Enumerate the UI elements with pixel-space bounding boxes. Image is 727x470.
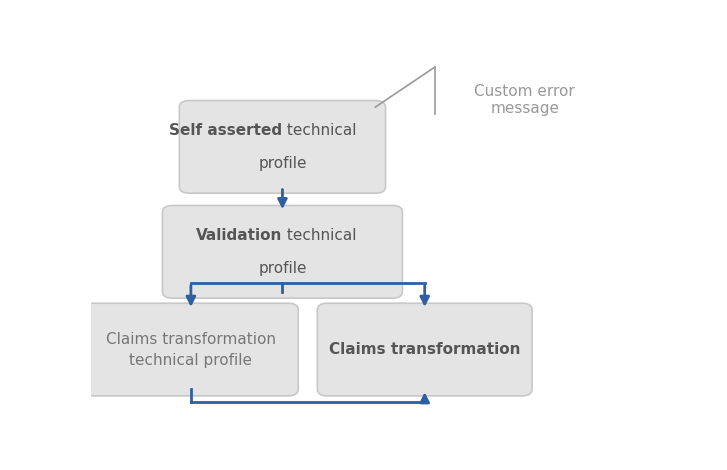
FancyBboxPatch shape (318, 303, 532, 396)
FancyBboxPatch shape (84, 303, 298, 396)
Text: Self asserted: Self asserted (169, 123, 282, 138)
Text: Custom error
message: Custom error message (474, 84, 575, 116)
Text: Claims transformation: Claims transformation (329, 342, 521, 357)
Text: profile: profile (258, 260, 307, 275)
FancyBboxPatch shape (162, 205, 403, 298)
Text: Claims transformation
technical profile: Claims transformation technical profile (106, 331, 276, 368)
FancyBboxPatch shape (180, 101, 385, 193)
Text: technical: technical (282, 123, 357, 138)
Text: technical: technical (282, 228, 357, 243)
Text: profile: profile (258, 156, 307, 171)
Text: Validation: Validation (196, 228, 282, 243)
